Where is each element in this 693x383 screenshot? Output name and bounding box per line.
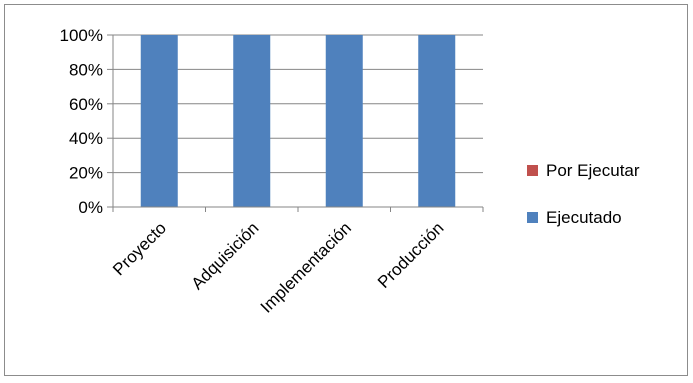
x-tick-label: Producción <box>374 218 448 292</box>
legend-label: Ejecutado <box>546 208 622 227</box>
bar-ejecutado <box>418 35 456 207</box>
x-tick-label: Implementación <box>257 218 355 316</box>
x-tick-label: Proyecto <box>109 218 170 279</box>
y-tick-label: 20% <box>69 164 103 183</box>
legend: Por Ejecutar Ejecutado <box>527 161 640 227</box>
y-tick-label: 40% <box>69 129 103 148</box>
legend-swatch <box>527 165 538 176</box>
legend-swatch <box>527 212 538 223</box>
y-tick-label: 60% <box>69 95 103 114</box>
bar-ejecutado <box>140 35 178 207</box>
y-tick-label: 100% <box>60 26 103 45</box>
bars <box>140 35 456 207</box>
x-tick-label: Adquisición <box>188 218 263 293</box>
bar-ejecutado <box>325 35 363 207</box>
bar-ejecutado <box>233 35 271 207</box>
y-tick-label: 80% <box>69 60 103 79</box>
y-tick-labels: 0% 20% 40% 60% 80% 100% <box>60 26 103 217</box>
legend-label: Por Ejecutar <box>546 161 640 180</box>
axes <box>107 34 484 212</box>
y-tick-label: 0% <box>78 198 103 217</box>
